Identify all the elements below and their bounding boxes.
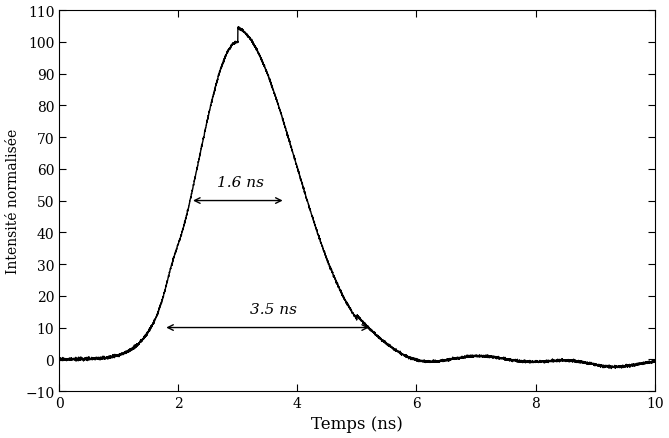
Text: 1.6 ns: 1.6 ns (217, 176, 264, 190)
Y-axis label: Intensité normalisée: Intensité normalisée (5, 129, 19, 274)
Text: 3.5 ns: 3.5 ns (250, 303, 297, 317)
X-axis label: Temps (ns): Temps (ns) (311, 416, 403, 432)
